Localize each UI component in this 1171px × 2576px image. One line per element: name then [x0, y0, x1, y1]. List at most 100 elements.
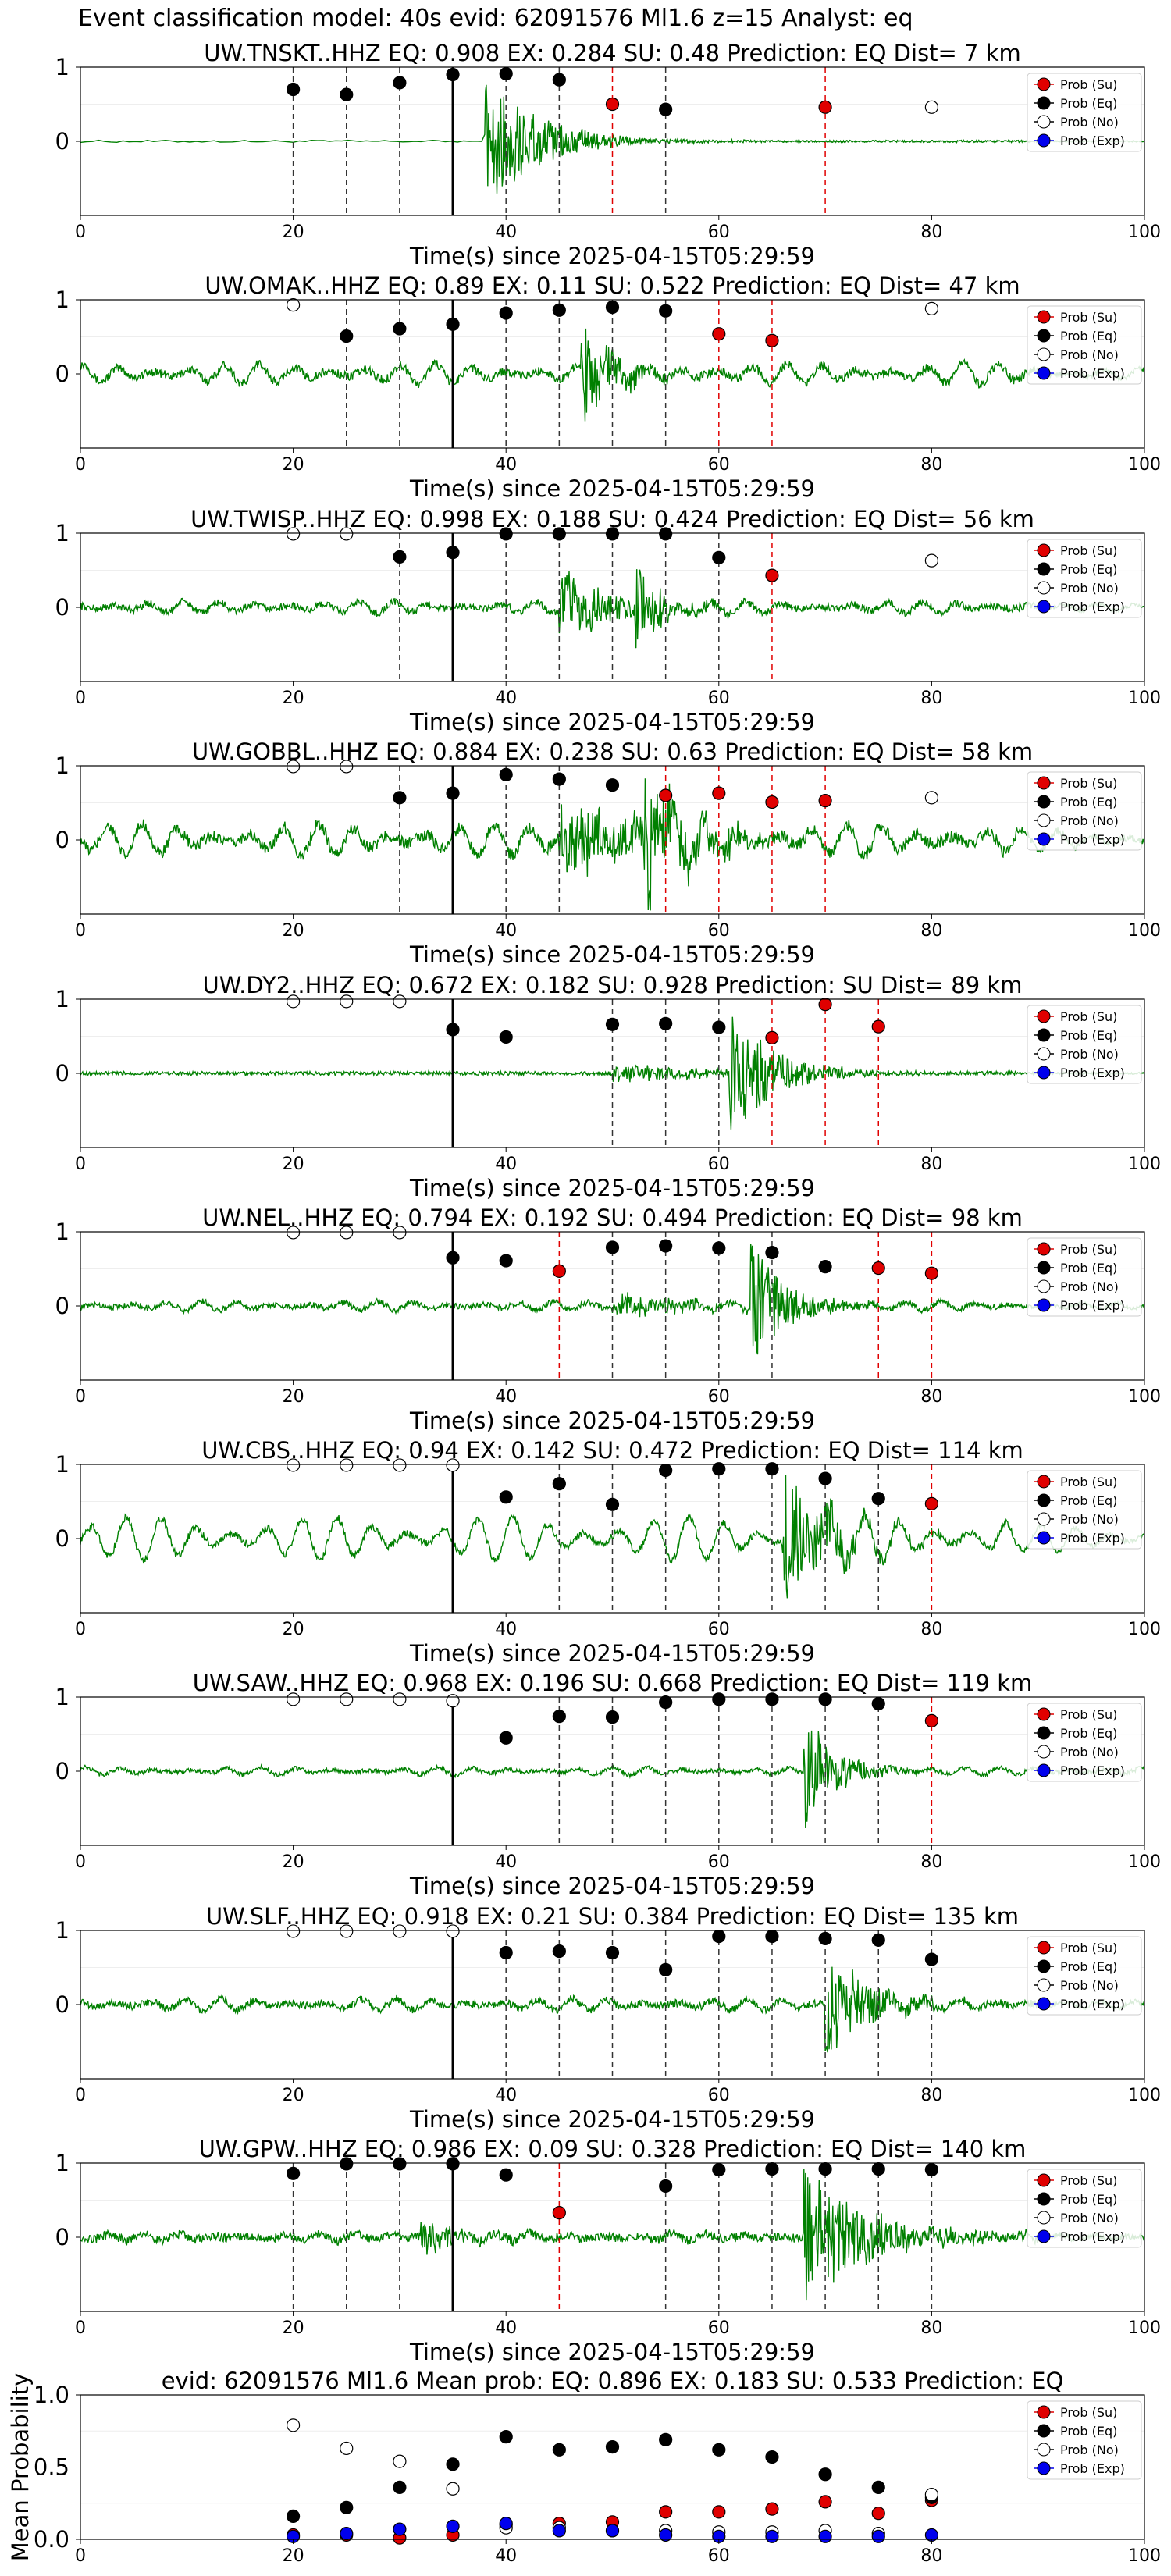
panel-title: UW.GOBBL..HHZ EQ: 0.884 EX: 0.238 SU: 0.… [192, 738, 1033, 765]
x-tick-label: 0 [75, 688, 86, 708]
prob-point-no [446, 1694, 460, 1708]
legend-label: Prob (Su) [1060, 1242, 1117, 1257]
legend: Prob (Su) Prob (Eq) Prob (No) Prob (Exp) [1027, 771, 1142, 851]
prob-point-eq [499, 527, 513, 541]
legend-frame [1027, 1936, 1142, 2016]
x-tick-label: 0 [75, 455, 86, 475]
mean-point-eq [871, 2480, 885, 2494]
prob-point-su [765, 795, 779, 809]
station-panel: UW.TWISP..HHZ EQ: 0.998 EX: 0.188 SU: 0.… [55, 506, 1161, 735]
x-tick-label: 100 [1128, 2086, 1161, 2105]
prob-point-no [393, 1226, 407, 1240]
prob-point-su [605, 97, 620, 112]
x-tick-label: 20 [283, 2546, 304, 2566]
x-axis-label: Time(s) since 2025-04-15T05:29:59 [409, 2339, 815, 2365]
prob-point-eq [712, 1241, 726, 1255]
prob-point-eq [818, 1931, 832, 1946]
legend-marker-su [1037, 1941, 1051, 1955]
prob-point-su [765, 568, 779, 582]
prob-point-eq [818, 1471, 832, 1485]
mean-point-eq [499, 2430, 513, 2444]
waveform-trace [80, 569, 1145, 649]
legend-label: Prob (Eq) [1060, 2192, 1117, 2207]
x-axis-label: Time(s) since 2025-04-15T05:29:59 [409, 1407, 815, 1434]
x-tick-label: 40 [495, 2086, 517, 2105]
prob-point-no [340, 1924, 354, 1938]
mean-point-exp [659, 2528, 673, 2542]
x-tick-label: 100 [1128, 2546, 1161, 2566]
prob-point-eq [499, 66, 513, 81]
prob-point-eq [659, 527, 673, 541]
legend-label: Prob (No) [1060, 115, 1119, 130]
prob-point-eq [712, 550, 726, 564]
prob-point-eq [605, 1945, 620, 1960]
prob-point-eq [552, 1710, 566, 1724]
x-tick-label: 100 [1128, 688, 1161, 708]
x-tick-label: 80 [920, 1620, 942, 1639]
legend-marker-su [1037, 776, 1051, 790]
prob-point-su [924, 1713, 939, 1727]
prob-point-eq [552, 1944, 566, 1959]
mean-point-su [659, 2505, 673, 2519]
prob-point-no [340, 1226, 354, 1240]
y-tick-label: 0 [55, 1060, 69, 1087]
legend: Prob (Su) Prob (Eq) Prob (No) Prob (Exp) [1027, 539, 1142, 618]
mean-probability-panel: evid: 62091576 Ml1.6 Mean prob: EQ: 0.89… [7, 2368, 1161, 2566]
legend-marker-no [1037, 1745, 1051, 1759]
prob-point-eq [659, 1239, 673, 1253]
prob-point-su [818, 100, 832, 114]
mean-point-no [393, 2454, 407, 2468]
prob-point-eq [446, 2157, 460, 2171]
prob-point-no [446, 1458, 460, 1472]
x-tick-label: 80 [920, 222, 942, 242]
legend-label: Prob (Exp) [1060, 1066, 1125, 1080]
legend-frame [1027, 1470, 1142, 1550]
panel-title: UW.SLF..HHZ EQ: 0.918 EX: 0.21 SU: 0.384… [206, 1903, 1019, 1930]
legend-label: Prob (Exp) [1060, 2461, 1125, 2476]
prob-point-eq [605, 1497, 620, 1511]
legend: Prob (Su) Prob (Eq) Prob (No) Prob (Exp) [1027, 1237, 1142, 1317]
y-tick-label: 0 [55, 361, 69, 387]
waveform-trace [80, 1244, 1145, 1355]
prob-point-eq [765, 1245, 779, 1260]
mean-point-exp [765, 2529, 779, 2543]
x-tick-label: 40 [495, 1620, 517, 1639]
x-tick-label: 100 [1128, 455, 1161, 475]
y-tick-label: 0 [55, 594, 69, 621]
x-tick-label: 60 [708, 2318, 730, 2338]
prob-point-eq [659, 1016, 673, 1030]
legend-marker-exp [1037, 832, 1051, 846]
x-tick-label: 20 [283, 1387, 304, 1407]
station-panel: UW.SLF..HHZ EQ: 0.918 EX: 0.21 SU: 0.384… [55, 1903, 1161, 2133]
y-tick-label: 1.0 [34, 2382, 69, 2408]
y-tick-label: 1 [55, 54, 69, 80]
x-tick-label: 80 [920, 455, 942, 475]
mean-point-exp [446, 2519, 460, 2533]
mean-point-eq [765, 2450, 779, 2464]
prob-point-eq [871, 1933, 885, 1947]
mean-point-eq [605, 2440, 620, 2454]
x-tick-label: 0 [75, 1620, 86, 1639]
x-tick-label: 100 [1128, 222, 1161, 242]
legend-label: Prob (No) [1060, 1047, 1119, 1062]
prob-point-eq [605, 1017, 620, 1031]
prob-point-su [924, 1496, 939, 1510]
prob-point-eq [818, 1692, 832, 1706]
y-tick-label: 0 [55, 1758, 69, 1784]
legend-frame [1027, 1005, 1142, 1084]
legend-label: Prob (No) [1060, 581, 1119, 596]
prob-point-eq [924, 2162, 939, 2177]
prob-point-no [340, 527, 354, 541]
prob-point-eq [446, 546, 460, 560]
y-tick-label: 1 [55, 2150, 69, 2176]
legend-label: Prob (No) [1060, 1279, 1119, 1294]
mean-point-no [340, 2441, 354, 2456]
legend-frame [1027, 1237, 1142, 1317]
legend-label: Prob (Su) [1060, 1941, 1117, 1955]
mean-panel-title: evid: 62091576 Ml1.6 Mean prob: EQ: 0.89… [162, 2368, 1064, 2394]
x-tick-label: 20 [283, 455, 304, 475]
legend-frame [1027, 771, 1142, 851]
legend: Prob (Su) Prob (Eq) Prob (No) Prob (Exp) [1027, 305, 1142, 385]
legend-marker-no [1037, 1279, 1051, 1293]
y-tick-label: 1 [55, 286, 69, 313]
